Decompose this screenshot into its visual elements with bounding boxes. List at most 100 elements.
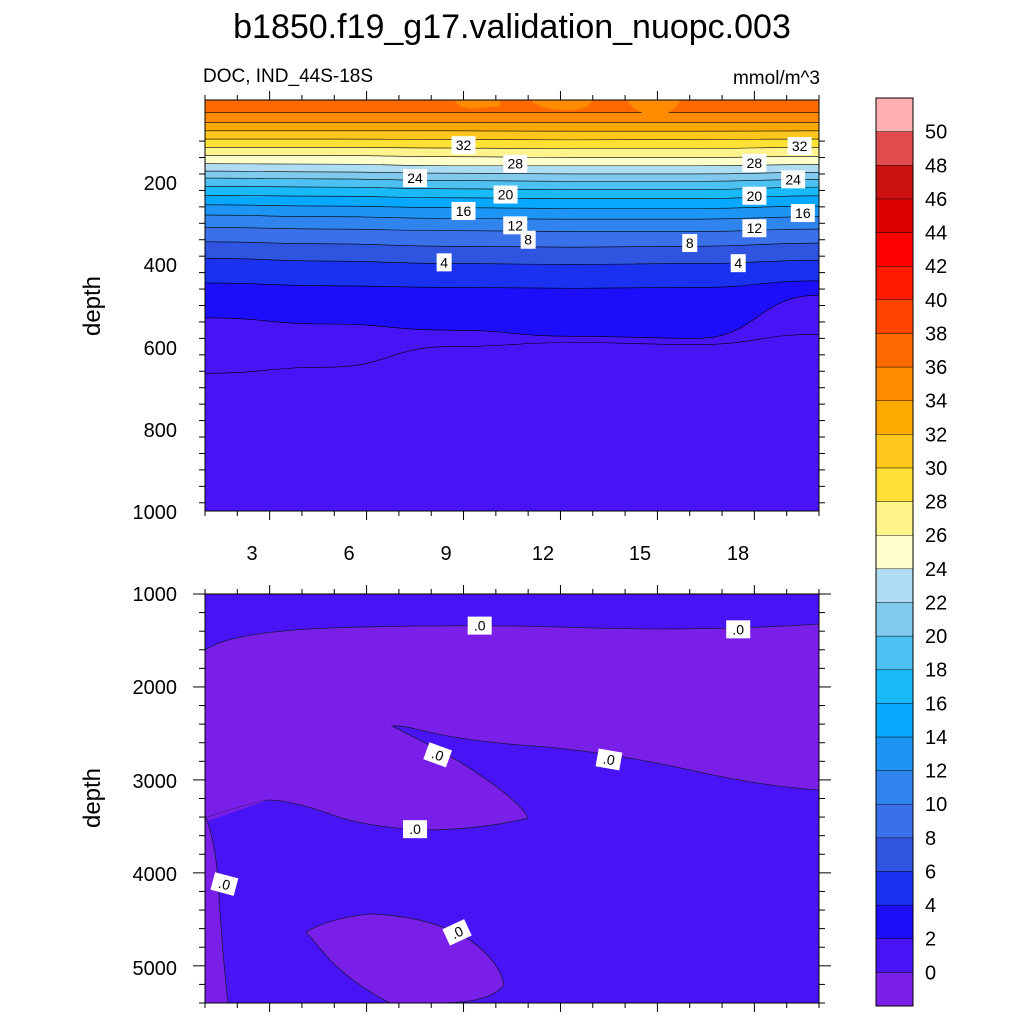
colorbar-swatch (875, 131, 914, 166)
contour-label-text: 32 (456, 137, 472, 153)
colorbar-swatch (875, 635, 914, 670)
contour-label: .0 (210, 872, 239, 896)
contour-label: 24 (403, 169, 428, 188)
contour-line-4 (205, 280, 819, 289)
colorbar-swatch (875, 299, 914, 334)
colorbar-swatch (875, 770, 914, 805)
contour-label-text: .0 (409, 821, 421, 837)
contour-label-box (520, 230, 536, 249)
y-tick-label-4000: 4000 (133, 864, 178, 886)
contour-line-2 (205, 294, 819, 339)
colorbar-swatch (875, 871, 914, 906)
colorbar-swatch (875, 669, 914, 704)
contour-label-text: .0 (474, 618, 486, 634)
contour-label-box (726, 620, 751, 639)
y-tick-label-5000: 5000 (133, 958, 178, 980)
contour-label: 32 (787, 137, 812, 156)
contour-label-box (595, 748, 623, 771)
contour-label: 20 (493, 185, 518, 204)
units-label: mmol/m^3 (733, 68, 820, 89)
contour-label-box (403, 169, 428, 188)
lower-region-edge (205, 800, 268, 822)
colorbar: 0246810121416182022242628303234363840424… (875, 97, 947, 1007)
contour-label-box (451, 136, 476, 155)
contour-label: 8 (682, 234, 698, 253)
contour-label-text: 16 (456, 203, 472, 219)
contour-label: 16 (790, 204, 815, 223)
colorbar-label: 22 (925, 592, 947, 614)
contour-label-box (451, 201, 476, 220)
lower-contour-fill (205, 594, 819, 1003)
contour-label-text: 4 (734, 255, 742, 271)
y-tick-label-400: 400 (144, 255, 177, 277)
figure-title: b1850.f19_g17.validation_nuopc.003 (233, 8, 791, 46)
contour-label: .0 (467, 616, 492, 635)
colorbar-label: 24 (925, 559, 947, 581)
contour-label: 12 (503, 216, 528, 235)
contour-label: 4 (436, 253, 452, 272)
colorbar-label: 44 (925, 223, 947, 245)
colorbar-label: 18 (925, 660, 947, 682)
colorbar-frame (875, 97, 914, 1007)
colorbar-label: 32 (925, 424, 947, 446)
lower-region-left-edge (205, 814, 229, 1003)
colorbar-label: 48 (925, 155, 947, 177)
colorbar-swatch (875, 837, 914, 872)
colorbar-label: 26 (925, 525, 947, 547)
y-tick-label-3000: 3000 (133, 771, 178, 793)
contour-label: 20 (742, 186, 767, 205)
colorbar-swatch (875, 804, 914, 839)
contour-label-box (442, 919, 472, 946)
variable-region-label: DOC, IND_44S-18S (203, 66, 373, 87)
contour-label-box (742, 219, 767, 238)
contour-label: 4 (730, 254, 746, 273)
surface-patch-3 (628, 100, 680, 116)
colorbar-swatch (875, 165, 914, 200)
colorbar-label: 12 (925, 761, 947, 783)
contour-label-text: .0 (732, 621, 744, 637)
contour-line-6 (205, 257, 819, 265)
contour-line-20 (205, 177, 819, 182)
contour-label-text: 12 (507, 217, 523, 233)
upper-panel: DOC, IND_44S-18S mmol/m^3 32282420161284… (79, 66, 825, 565)
contour-label: .0 (423, 742, 453, 768)
contour-line-30 (205, 138, 819, 141)
colorbar-label: 36 (925, 357, 947, 379)
contour-label-box (503, 154, 528, 173)
contour-label-box (781, 170, 806, 189)
colorbar-label: 10 (925, 794, 947, 816)
contour-line-14 (205, 204, 819, 209)
contour-label-text: .0 (429, 745, 446, 764)
contour-label-text: 16 (795, 205, 811, 221)
contour-label-text: 20 (747, 188, 763, 204)
contour-label-box (790, 204, 815, 223)
y-tick-label-600: 600 (144, 338, 177, 360)
colorbar-label: 50 (925, 122, 947, 144)
colorbar-swatch (875, 602, 914, 637)
contour-label: 24 (781, 170, 806, 189)
contour-label: 28 (742, 153, 767, 172)
x-tick-label-9: 9 (440, 543, 451, 565)
contour-label-text: 8 (524, 232, 532, 248)
y-axis-title-lower: depth (79, 768, 106, 828)
contour-label-text: 28 (747, 155, 763, 171)
upper-contour-bands (205, 100, 819, 374)
y-tick-label-2000: 2000 (133, 677, 178, 699)
colorbar-swatch (875, 938, 914, 973)
contour-label-box (210, 872, 239, 896)
colorbar-swatch (875, 333, 914, 368)
contour-label: 32 (451, 136, 476, 155)
contour-label: .0 (595, 748, 623, 771)
colorbar-label: 34 (925, 391, 947, 413)
colorbar-label: 4 (925, 895, 936, 917)
x-tick-label-18: 18 (727, 543, 749, 565)
upper-axis-ticks (199, 91, 825, 520)
contour-line-0 (205, 333, 819, 374)
colorbar-label: 46 (925, 189, 947, 211)
contour-label-box (467, 616, 492, 635)
colorbar-label: 30 (925, 458, 947, 480)
colorbar-swatch (875, 534, 914, 570)
y-tick-label-1000b: 1000 (133, 584, 178, 606)
colorbar-swatch (875, 434, 914, 469)
